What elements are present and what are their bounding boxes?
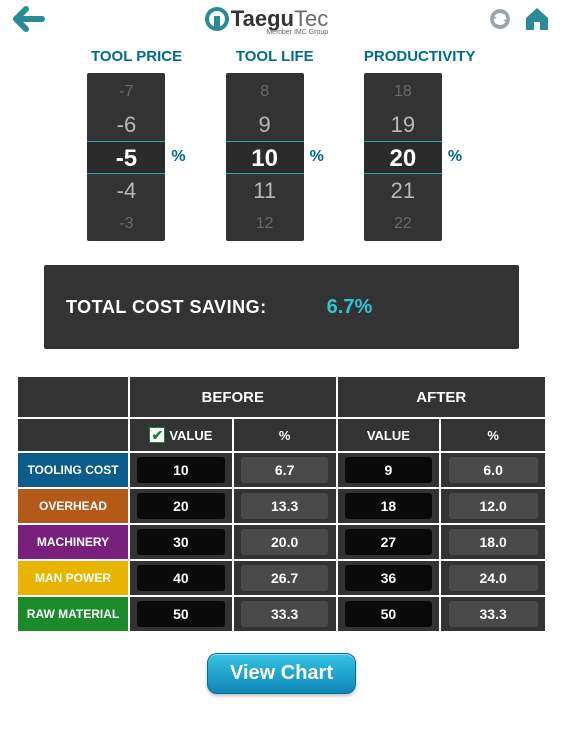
picker-option: -7 — [87, 75, 165, 108]
cell-before-percent: 26.7 — [234, 561, 338, 595]
picker-selected: -5 — [87, 141, 165, 174]
app-header: TaeguTec Member IMC Group — [0, 0, 563, 42]
picker-tool-life[interactable]: 8 9 10 11 12 — [226, 73, 304, 241]
total-saving-panel: TOTAL COST SAVING: 6.7% — [44, 265, 519, 349]
picker-productivity[interactable]: 18 19 20 21 22 — [364, 73, 442, 241]
table-row: RAW MATERIAL5033.35033.3 — [18, 595, 545, 631]
row-label: MAN POWER — [18, 561, 130, 595]
percent-unit: % — [171, 148, 185, 166]
cell-before-value[interactable]: 40 — [130, 561, 234, 595]
cell-after-percent: 6.0 — [441, 453, 545, 487]
cell-after-value: 36 — [338, 561, 442, 595]
picker-row: TOOL PRICE -7 -6 -5 -4 -3 % TOOL LIFE 8 … — [0, 48, 563, 241]
cell-after-percent: 12.0 — [441, 489, 545, 523]
col-before-value[interactable]: ✔ VALUE — [130, 417, 234, 451]
picker-label-productivity: PRODUCTIVITY — [364, 48, 476, 65]
brand-mark-icon — [205, 7, 229, 31]
picker-option: -3 — [87, 207, 165, 240]
cell-before-value[interactable]: 50 — [130, 597, 234, 631]
picker-option: 12 — [226, 207, 304, 240]
table-corner — [18, 377, 130, 417]
cell-after-percent: 24.0 — [441, 561, 545, 595]
col-before-percent: % — [234, 417, 338, 451]
table-row: MACHINERY3020.02718.0 — [18, 523, 545, 559]
cell-before-percent: 33.3 — [234, 597, 338, 631]
brand-main: Taegu — [231, 6, 294, 31]
col-label: VALUE — [169, 428, 212, 443]
cell-before-value[interactable]: 10 — [130, 453, 234, 487]
col-group-before: BEFORE — [130, 377, 338, 417]
row-label: OVERHEAD — [18, 489, 130, 523]
picker-selected: 20 — [364, 141, 442, 174]
percent-unit: % — [448, 148, 462, 166]
saving-value: 6.7% — [327, 296, 373, 319]
cell-after-percent: 18.0 — [441, 525, 545, 559]
picker-option: 8 — [226, 75, 304, 108]
brand-subtitle: Member IMC Group — [207, 29, 328, 36]
picker-tool-price[interactable]: -7 -6 -5 -4 -3 — [87, 73, 165, 241]
picker-selected: 10 — [226, 141, 304, 174]
col-group-after: AFTER — [338, 377, 546, 417]
picker-option: 22 — [364, 207, 442, 240]
cell-before-value[interactable]: 20 — [130, 489, 234, 523]
brand-logo: TaeguTec Member IMC Group — [205, 6, 328, 36]
brand-suffix: Tec — [294, 6, 328, 31]
cell-after-value: 18 — [338, 489, 442, 523]
back-icon[interactable] — [12, 5, 46, 38]
picker-option: -6 — [87, 108, 165, 141]
cell-before-percent: 6.7 — [234, 453, 338, 487]
table-row: MAN POWER4026.73624.0 — [18, 559, 545, 595]
saving-label: TOTAL COST SAVING: — [66, 297, 267, 318]
picker-option: 19 — [364, 108, 442, 141]
picker-option: 9 — [226, 108, 304, 141]
refresh-icon[interactable] — [487, 6, 513, 37]
cell-after-value: 27 — [338, 525, 442, 559]
row-label: MACHINERY — [18, 525, 130, 559]
table-corner — [18, 417, 130, 451]
picker-option: 11 — [226, 174, 304, 207]
table-row: TOOLING COST106.796.0 — [18, 451, 545, 487]
cell-before-percent: 13.3 — [234, 489, 338, 523]
cell-after-value: 50 — [338, 597, 442, 631]
picker-label-tool-price: TOOL PRICE — [87, 48, 185, 65]
cell-before-percent: 20.0 — [234, 525, 338, 559]
col-after-percent: % — [441, 417, 545, 451]
cell-after-percent: 33.3 — [441, 597, 545, 631]
col-after-value: VALUE — [338, 417, 442, 451]
percent-unit: % — [310, 148, 324, 166]
cell-after-value: 9 — [338, 453, 442, 487]
cost-table: BEFORE AFTER ✔ VALUE % VALUE % TOOLING C… — [18, 377, 545, 631]
picker-option: 18 — [364, 75, 442, 108]
row-label: RAW MATERIAL — [18, 597, 130, 631]
picker-label-tool-life: TOOL LIFE — [226, 48, 324, 65]
cell-before-value[interactable]: 30 — [130, 525, 234, 559]
home-icon[interactable] — [523, 6, 551, 37]
checkbox-icon[interactable]: ✔ — [149, 427, 165, 443]
table-row: OVERHEAD2013.31812.0 — [18, 487, 545, 523]
picker-option: -4 — [87, 174, 165, 207]
row-label: TOOLING COST — [18, 453, 130, 487]
view-chart-button[interactable]: View Chart — [207, 653, 356, 694]
picker-option: 21 — [364, 174, 442, 207]
